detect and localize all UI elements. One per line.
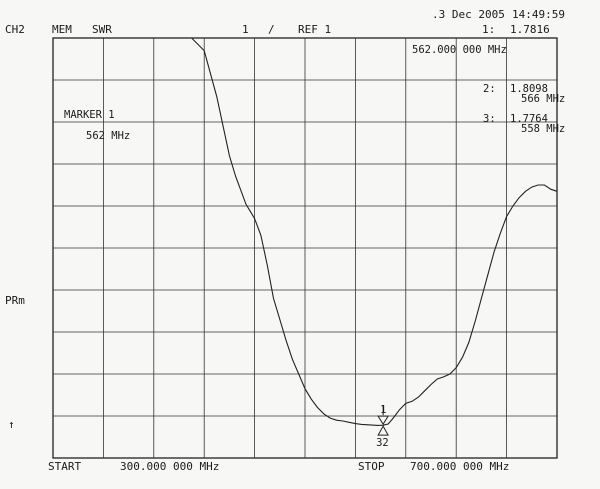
- format-label: SWR: [92, 23, 112, 36]
- start-label: START: [48, 460, 81, 473]
- start-frequency: 300.000 000 MHz: [120, 460, 219, 473]
- stop-frequency: 700.000 000 MHz: [410, 460, 509, 473]
- active-marker-label: MARKER 1: [64, 109, 115, 121]
- marker3-value: 1.7764: [510, 113, 548, 125]
- scale-unit: /: [268, 23, 275, 36]
- channel-label: CH2: [5, 23, 25, 36]
- active-marker-frequency: 562 MHz: [86, 130, 130, 142]
- marker1-label: 1:: [482, 23, 495, 36]
- mem-label: MEM: [52, 23, 72, 36]
- marker1-value: 1.7816: [510, 23, 550, 36]
- stop-label: STOP: [358, 460, 385, 473]
- swr-trace: [53, 37, 558, 426]
- marker-1-glyph: 1: [380, 404, 386, 416]
- prm-label: PRm: [5, 294, 25, 307]
- marker-2-3-glyph: 32: [376, 437, 389, 449]
- marker3-frequency: 558 MHz: [521, 123, 565, 135]
- marker2-frequency: 566 MHz: [521, 93, 565, 105]
- plot-grid: [52, 37, 558, 459]
- reference-arrow-icon: ↑: [8, 418, 15, 431]
- date-label: .3 Dec 2005: [432, 8, 505, 21]
- marker-1-triangle: [377, 415, 390, 426]
- scale-value: 1: [242, 23, 249, 36]
- marker-2-3-triangle: [377, 425, 389, 436]
- time-label: 14:49:59: [512, 8, 565, 21]
- marker3-label: 3:: [483, 113, 496, 125]
- ref-value: REF 1: [298, 23, 331, 36]
- marker1-frequency: 562.000 000 MHz: [412, 44, 507, 56]
- marker2-value: 1.8098: [510, 83, 548, 95]
- marker2-label: 2:: [483, 83, 496, 95]
- trace-layer: 1 32: [53, 37, 558, 449]
